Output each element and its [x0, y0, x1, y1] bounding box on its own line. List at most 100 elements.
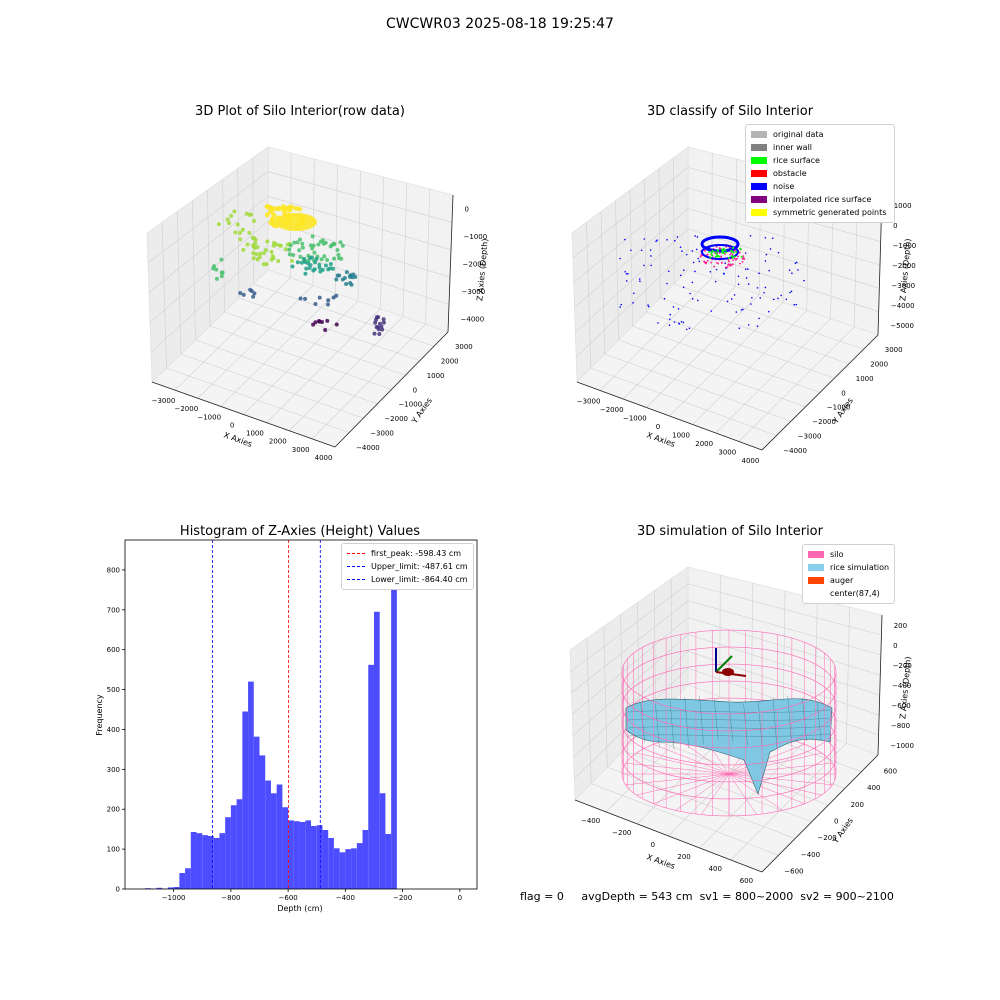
- noise-point: [777, 251, 780, 254]
- x-tick-label: −2000: [174, 405, 198, 413]
- z-tick-label: 1000: [894, 202, 912, 210]
- obstacle-point: [715, 245, 718, 248]
- x-tick-label: −800: [221, 894, 240, 902]
- grid-line: [730, 743, 847, 861]
- data-point: [313, 260, 318, 265]
- z-tick-label: −4000: [891, 302, 915, 310]
- histogram-bar: [339, 852, 346, 889]
- legend-swatch: [808, 577, 824, 584]
- obstacle-point: [743, 258, 746, 261]
- grid-line: [646, 294, 760, 408]
- z-axis-label: Z Axies (Depth): [898, 656, 912, 719]
- obstacle-point: [717, 262, 720, 265]
- data-point: [328, 244, 333, 249]
- silo-floor-line: [728, 733, 757, 775]
- noise-point: [685, 253, 688, 256]
- grid-line: [574, 208, 689, 308]
- axis-line: [151, 381, 336, 448]
- obstacle-point: [729, 264, 732, 267]
- noise-point: [656, 239, 658, 241]
- legend-label: auger: [830, 576, 854, 585]
- y-tick-label: −600: [784, 868, 803, 876]
- data-point: [318, 269, 323, 274]
- data-point: [376, 315, 381, 320]
- histogram-bar: [225, 817, 231, 889]
- obstacle-point: [729, 253, 731, 256]
- data-point: [252, 245, 257, 250]
- data-point: [381, 317, 386, 322]
- histogram-bar: [242, 711, 249, 889]
- histogram-bar: [196, 833, 203, 889]
- rice-surface-point: [711, 254, 714, 257]
- obstacle-point: [728, 264, 731, 267]
- data-point: [295, 240, 300, 245]
- noise-point: [795, 261, 798, 264]
- rice-surface-point: [722, 247, 725, 250]
- grid-line: [209, 325, 392, 390]
- noise-point: [744, 268, 747, 271]
- data-point: [247, 230, 252, 235]
- silo-floor-line: [653, 773, 730, 804]
- grid-line: [572, 167, 689, 259]
- data-point: [268, 209, 274, 215]
- noise-point: [768, 269, 770, 272]
- z-axis-label: Z Axies (Depth): [475, 238, 489, 301]
- data-point: [274, 242, 279, 247]
- y-tick-label: 800: [107, 566, 120, 574]
- obstacle-point: [727, 263, 730, 266]
- grid-line: [782, 590, 786, 721]
- y-tick-label: 0: [841, 389, 845, 397]
- legend-histogram: first_peak: -598.43 cm Upper_limit: -487…: [341, 543, 474, 590]
- data-point: [229, 213, 234, 218]
- x-tick-label: 3000: [718, 448, 736, 456]
- grid-line: [243, 300, 359, 415]
- histogram-bar: [311, 825, 317, 889]
- data-point: [253, 237, 258, 242]
- legend-item: first_peak: -598.43 cm: [347, 547, 468, 560]
- grid-line: [653, 590, 657, 718]
- x-axis-label: X Axies: [645, 430, 676, 449]
- data-point: [288, 243, 293, 248]
- histogram-bar: [259, 755, 266, 889]
- noise-point: [650, 264, 652, 267]
- noise-point: [668, 318, 671, 320]
- data-point: [304, 266, 309, 271]
- noise-point: [688, 327, 691, 330]
- grid-line: [687, 651, 880, 716]
- silo-ring: [621, 739, 837, 783]
- data-point: [291, 253, 296, 258]
- grid-line: [402, 182, 408, 317]
- legend-swatch: [751, 170, 767, 177]
- histogram-bar: [333, 848, 340, 889]
- obstacle-point: [737, 255, 740, 258]
- data-point: [314, 256, 319, 261]
- rice-surface-point: [730, 249, 733, 252]
- rice-surface-point: [715, 252, 718, 255]
- grid-line: [738, 326, 855, 442]
- histogram-bar: [156, 887, 163, 889]
- y-tick-label: 1000: [856, 375, 874, 383]
- obstacle-point: [741, 260, 744, 263]
- noise-point: [711, 248, 713, 251]
- x-tick-label: −1000: [162, 894, 186, 902]
- surface-mesh-line: [772, 697, 778, 750]
- silo-floor-line: [728, 773, 822, 796]
- data-point: [308, 255, 313, 260]
- obstacle-point: [714, 258, 717, 260]
- data-point: [332, 242, 337, 247]
- obstacle-point: [700, 254, 703, 256]
- data-point: [317, 319, 322, 324]
- grid-line: [192, 200, 196, 341]
- data-point: [306, 253, 311, 258]
- data-point: [322, 254, 327, 259]
- data-point: [251, 256, 256, 261]
- histogram-bar: [207, 835, 214, 889]
- obstacle-point: [712, 248, 715, 251]
- obstacle-point: [716, 252, 719, 255]
- chart-title-raw: 3D Plot of Silo Interior(row data): [195, 104, 405, 119]
- noise-point: [624, 238, 626, 241]
- histogram-bar: [248, 681, 254, 889]
- data-point: [277, 217, 283, 223]
- noise-point: [747, 283, 750, 285]
- data-point: [268, 205, 274, 211]
